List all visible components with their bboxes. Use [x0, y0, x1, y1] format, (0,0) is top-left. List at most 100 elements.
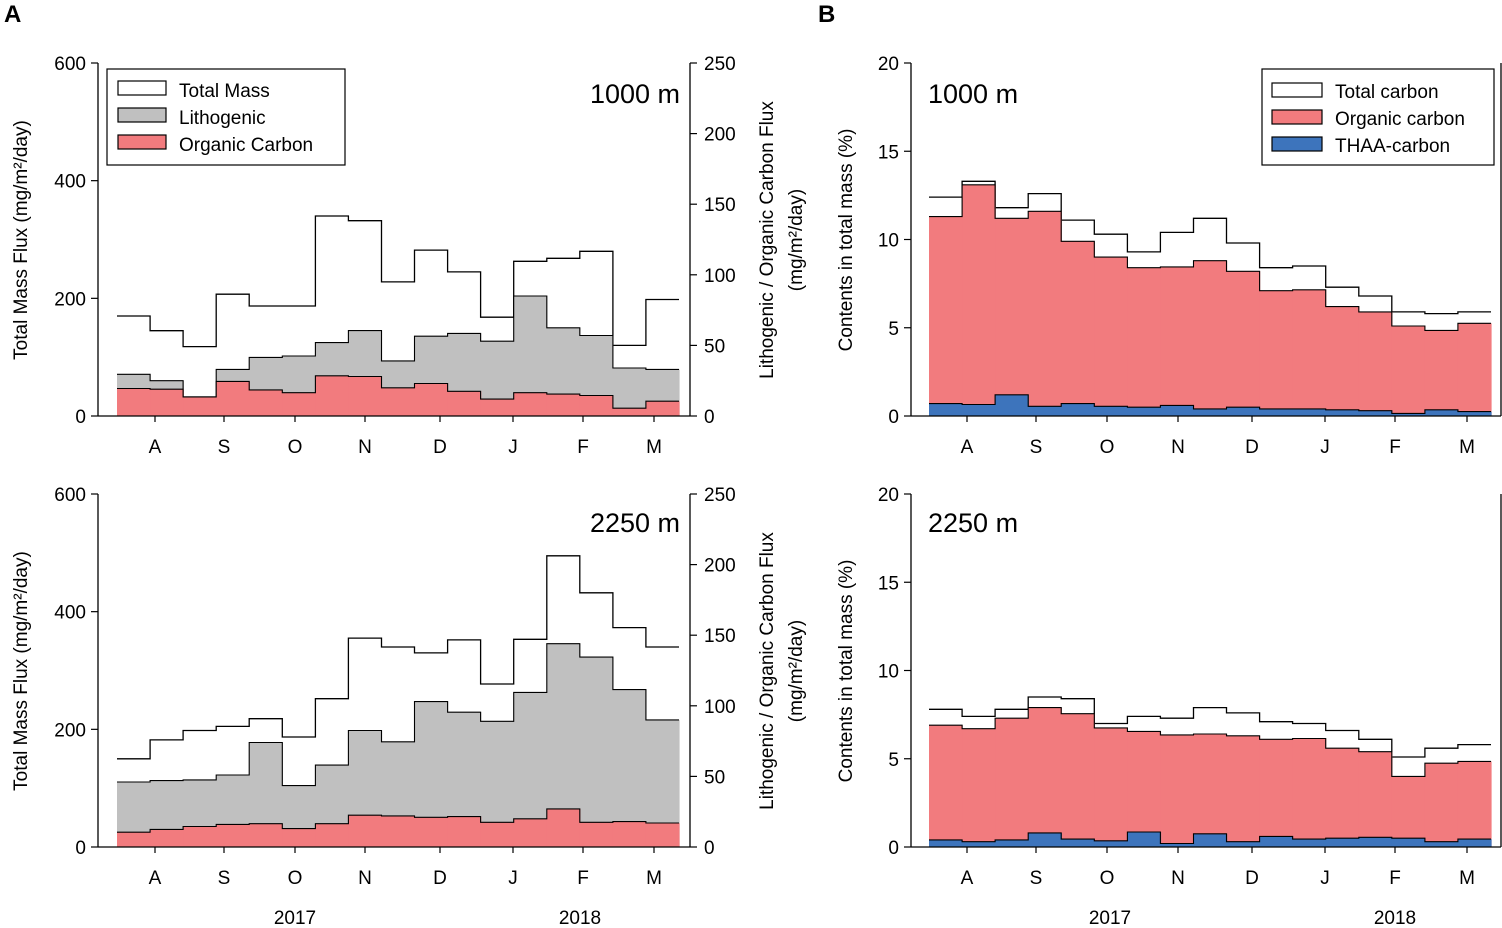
series-thaa-carbon: [929, 831, 1492, 847]
year-label-b-2018: 2018: [1374, 908, 1416, 928]
y-axis-title-left-a-2250m: Total Mass Flux (mg/m²/day): [11, 551, 32, 791]
bar-organic-carbon: [348, 376, 383, 416]
y-tick-label-left: 0: [75, 838, 86, 859]
bar-organic-carbon: [995, 218, 1029, 416]
panel-a-letter: A: [4, 1, 21, 28]
x-tick-label-month: M: [1459, 437, 1475, 458]
y-tick-label-right: 50: [704, 767, 725, 788]
y-tick-label-right: 200: [704, 556, 736, 577]
bar-organic-carbon: [1061, 713, 1095, 847]
chart-b-1000m: 0 5 10 15 20 A S O N D J F M Total carbon Organic ca…: [836, 54, 1502, 458]
x-tick-label-month: J: [508, 868, 518, 889]
bar-organic-carbon: [1292, 289, 1327, 416]
step-line-organic-carbon: [929, 707, 1491, 777]
y-tick-label-left: 200: [54, 289, 86, 310]
bar-organic-carbon: [1358, 751, 1393, 847]
y-tick-label-left: 10: [878, 231, 899, 252]
bar-organic-carbon: [249, 823, 283, 847]
step-line-total-mass: [117, 555, 679, 760]
series-organic-carbon: [929, 707, 1492, 847]
bar-organic-carbon: [183, 826, 217, 847]
bar-organic-carbon: [513, 392, 548, 416]
chart-b-1000m-marks: 0 5 10 15 20 A S O N D J F M: [878, 54, 1502, 458]
y-tick-label-right: 100: [704, 266, 736, 287]
y-tick-label-right: 250: [704, 485, 736, 506]
bar-organic-carbon: [1259, 739, 1294, 847]
x-tick-label-month: N: [1171, 868, 1185, 889]
chart-a-2250m-marks: 0 200 400 600 0 50 100 150 200 250 A S O N D J F M: [54, 485, 735, 889]
bar-organic-carbon: [579, 395, 614, 416]
step-line-organic-carbon: [117, 375, 679, 409]
y-tick-label-right: 250: [704, 54, 736, 75]
x-tick-label-month: J: [1320, 868, 1330, 889]
legend-label-total-carbon: Total carbon: [1335, 82, 1439, 103]
series-organic-carbon: [117, 808, 680, 847]
series-thaa-carbon: [929, 394, 1492, 416]
x-tick-label-month: A: [149, 437, 162, 458]
x-tick-label-month: S: [1030, 868, 1043, 889]
chart-b-2250m: 0 5 10 15 20 A S O N D J F M 2250 m Contents in tota…: [836, 485, 1502, 889]
y-tick-label-left: 10: [878, 662, 899, 683]
bar-thaa-carbon: [1424, 841, 1459, 847]
legend-swatch-organic-carbon: [117, 134, 167, 150]
y-tick-label-left: 200: [54, 720, 86, 741]
bar-thaa-carbon: [1061, 403, 1095, 416]
bar-organic-carbon: [929, 216, 963, 416]
y-tick-label-left: 400: [54, 172, 86, 193]
bar-organic-carbon: [1127, 267, 1162, 416]
y-axis-title-b-2250m: Contents in total mass (%): [836, 560, 857, 783]
bar-organic-carbon: [1391, 326, 1426, 416]
legend-swatch-thaa-carbon: [1271, 136, 1323, 152]
bar-organic-carbon: [480, 822, 515, 847]
step-line-total-carbon: [929, 180, 1491, 315]
bar-organic-carbon: [1259, 290, 1294, 416]
bar-thaa-carbon: [1259, 836, 1294, 847]
x-tick-label-month: F: [1389, 437, 1401, 458]
bar-thaa-carbon: [1292, 839, 1327, 847]
bar-thaa-carbon: [1325, 838, 1360, 847]
bar-thaa-carbon: [1094, 406, 1128, 416]
y-tick-label-right: 0: [704, 838, 715, 859]
legend-label-organic-carbon: Organic Carbon: [179, 135, 313, 156]
bar-organic-carbon: [447, 816, 482, 847]
legend-swatch-total-carbon: [1271, 82, 1323, 98]
y-tick-label-left: 15: [878, 142, 899, 163]
bar-organic-carbon: [513, 818, 548, 847]
x-tick-label-month: S: [218, 868, 231, 889]
bar-organic-carbon: [1424, 330, 1459, 416]
bar-organic-carbon: [216, 824, 250, 847]
legend-label-organic-carbon: Organic carbon: [1335, 109, 1465, 130]
y-tick-label-left: 20: [878, 54, 899, 75]
bar-organic-carbon: [1457, 323, 1492, 416]
y-tick-label-left: 0: [75, 407, 86, 428]
bar-organic-carbon: [1358, 311, 1393, 416]
y-tick-label-left: 15: [878, 573, 899, 594]
x-tick-label-month: M: [1459, 868, 1475, 889]
bar-organic-carbon: [1391, 776, 1426, 847]
bar-organic-carbon: [645, 401, 680, 416]
bar-organic-carbon: [1061, 241, 1095, 416]
bar-organic-carbon: [1193, 734, 1228, 847]
bar-thaa-carbon: [1457, 839, 1492, 847]
bar-thaa-carbon: [1160, 843, 1195, 847]
depth-label-b-2250m: 2250 m: [928, 508, 1018, 538]
bar-organic-carbon: [1226, 271, 1261, 416]
x-tick-label-month: J: [1320, 437, 1330, 458]
bar-thaa-carbon: [929, 403, 963, 416]
step-line-organic-carbon: [117, 808, 679, 833]
bar-thaa-carbon: [995, 839, 1029, 847]
bar-organic-carbon: [962, 184, 996, 416]
y-tick-label-left: 5: [888, 319, 899, 340]
depth-label-b-1000m: 1000 m: [928, 79, 1018, 109]
bar-organic-carbon: [1127, 731, 1162, 847]
bar-thaa-carbon: [1094, 840, 1128, 847]
legend-label-lithogenic: Lithogenic: [179, 108, 266, 129]
bar-thaa-carbon: [1193, 408, 1228, 416]
bar-organic-carbon: [962, 728, 996, 847]
bar-organic-carbon: [1457, 761, 1492, 847]
x-tick-label-month: N: [358, 437, 372, 458]
year-label-a-2018: 2018: [559, 908, 601, 928]
y-tick-label-left: 5: [888, 750, 899, 771]
bar-organic-carbon: [1325, 748, 1360, 847]
y-tick-label-left: 20: [878, 485, 899, 506]
